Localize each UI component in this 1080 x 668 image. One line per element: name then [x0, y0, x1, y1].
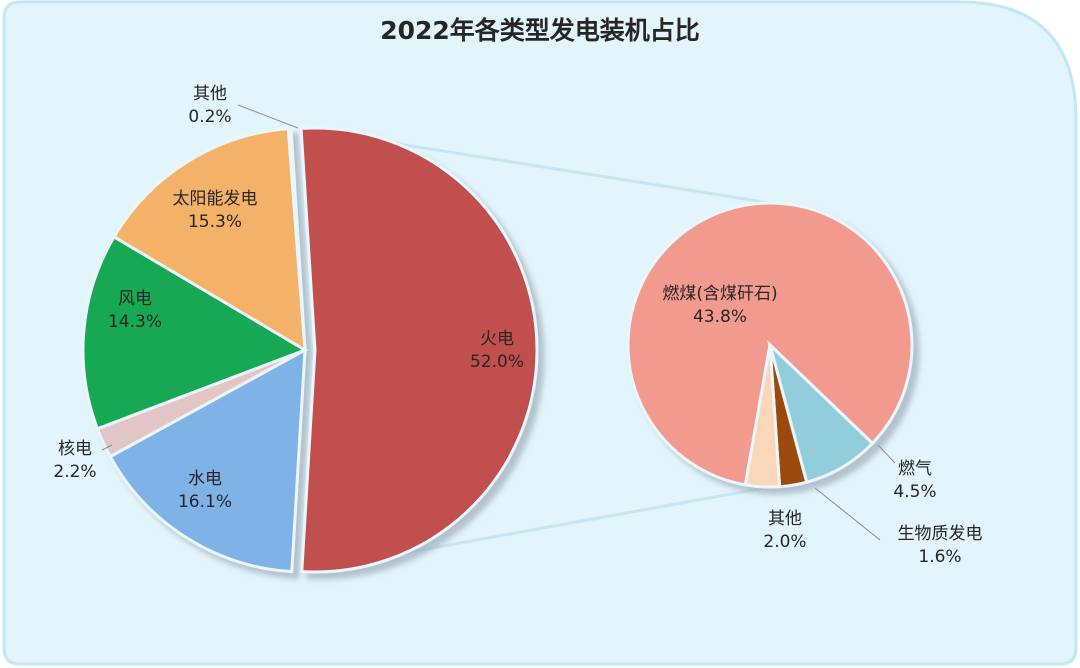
- pie-slice: [299, 126, 539, 574]
- pie-slice: [108, 347, 307, 574]
- leader-line: [237, 104, 299, 129]
- slice-label: 水电: [188, 469, 222, 489]
- slice-label: 其他: [768, 509, 802, 529]
- value-label: 4.5%: [893, 482, 936, 502]
- value-label: 16.1%: [178, 492, 232, 512]
- main-pie: [81, 126, 539, 574]
- leader-line: [101, 444, 113, 451]
- value-label: 14.3%: [108, 312, 162, 332]
- value-label: 52.0%: [470, 352, 524, 372]
- slice-label: 燃气: [898, 459, 932, 479]
- pie-slice: [286, 126, 307, 351]
- slice-label: 生物质发电: [898, 524, 983, 544]
- chart-title: 2022年各类型发电装机占比: [380, 16, 700, 45]
- slice-label: 燃煤(含煤矸石): [662, 284, 777, 304]
- value-label: 0.2%: [188, 107, 231, 127]
- value-label: 2.0%: [763, 532, 806, 552]
- value-label: 1.6%: [918, 547, 961, 567]
- pie-slice: [111, 127, 307, 353]
- slice-label: 火电: [480, 329, 514, 349]
- labels: 火电 52.0% 水电 16.1% 核电 2.2% 风电 14.3% 太阳能发电 15.3% 其他 0…: [53, 84, 982, 567]
- value-label: 43.8%: [693, 307, 747, 327]
- slice-label: 太阳能发电: [173, 189, 258, 209]
- value-label: 2.2%: [53, 462, 96, 482]
- sub-pie: [626, 201, 914, 489]
- pie-slice: [81, 234, 309, 431]
- slice-label: 其他: [193, 84, 227, 104]
- leader-line: [877, 444, 896, 464]
- pie-slice: [743, 344, 782, 489]
- slice-label: 核电: [58, 439, 92, 459]
- leader-line: [814, 487, 881, 541]
- value-label: 15.3%: [188, 212, 242, 232]
- slice-label: 风电: [118, 289, 152, 309]
